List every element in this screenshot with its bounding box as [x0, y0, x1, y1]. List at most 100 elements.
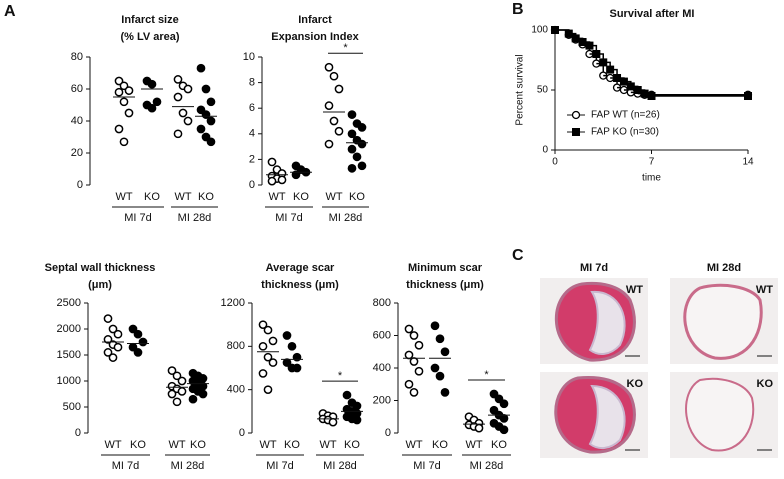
data-point	[287, 341, 297, 351]
data-point	[103, 348, 113, 357]
y-tick-label: 60	[71, 83, 83, 95]
data-point	[357, 161, 367, 171]
y-tick-label: 0	[542, 145, 548, 156]
data-point	[282, 331, 292, 340]
data-point	[206, 97, 216, 107]
group-label: MI 28d	[470, 460, 504, 472]
x-tick-label: 7	[649, 157, 655, 168]
legend-label: FAP KO (n=30)	[591, 127, 659, 138]
data-point	[440, 388, 450, 397]
chart-title: Expansion Index	[271, 31, 359, 43]
y-tick-label: 0	[385, 427, 391, 439]
chart-title: thickness (μm)	[406, 279, 484, 291]
data-point	[334, 84, 344, 94]
data-point	[267, 176, 277, 186]
data-point	[147, 79, 157, 89]
histology-images	[540, 278, 778, 458]
x-tick-label: WT	[168, 439, 185, 451]
data-point	[334, 126, 344, 136]
x-tick-label: WT	[174, 191, 191, 203]
data-point	[183, 84, 193, 94]
column-title: MI 7d	[580, 262, 608, 274]
data-point	[103, 314, 113, 323]
data-point	[277, 175, 287, 185]
data-point	[138, 337, 148, 347]
data-point	[178, 108, 188, 118]
data-point	[167, 366, 177, 375]
chart-title: thickness (μm)	[261, 279, 339, 291]
data-point	[114, 87, 124, 97]
x-tick-label: KO	[349, 191, 365, 203]
x-tick-label: KO	[144, 191, 160, 203]
data-point	[119, 137, 129, 147]
data-point	[183, 116, 193, 126]
image-label: WT	[626, 284, 643, 296]
data-point	[173, 92, 183, 102]
significance-label: *	[343, 42, 348, 54]
x-tick-label: 14	[742, 157, 754, 168]
data-point	[268, 336, 278, 346]
legend-marker	[571, 110, 581, 120]
image-label: KO	[757, 378, 774, 390]
y-tick-label: 800	[227, 340, 245, 352]
x-tick-label: 0	[552, 157, 558, 168]
y-tick-label: 200	[373, 394, 391, 406]
y-tick-label: 4	[249, 128, 255, 140]
data-point	[258, 320, 268, 330]
data-point	[196, 63, 206, 73]
data-point	[499, 425, 509, 435]
data-point	[188, 394, 198, 404]
data-point	[499, 414, 509, 423]
data-point	[124, 108, 134, 118]
data-point	[291, 170, 301, 180]
chart-title: Survival after MI	[610, 8, 695, 20]
y-axis-label: Percent survival	[515, 54, 526, 125]
y-tick-label: 1000	[57, 375, 81, 387]
x-tick-label: KO	[293, 191, 309, 203]
data-point	[167, 389, 177, 399]
group-label: MI 7d	[413, 460, 441, 472]
data-point	[329, 116, 339, 126]
data-point	[201, 110, 211, 119]
x-tick-label: WT	[115, 191, 132, 203]
data-point	[414, 366, 424, 376]
x-tick-label: KO	[284, 439, 300, 451]
x-tick-label: KO	[344, 439, 360, 451]
data-point	[324, 101, 334, 110]
x-tick-label: WT	[268, 191, 285, 203]
data-point	[409, 357, 419, 366]
y-tick-label: 50	[537, 85, 549, 96]
y-tick-label: 2500	[57, 297, 81, 309]
data-point	[409, 331, 419, 340]
data-point	[292, 363, 302, 373]
data-point	[128, 324, 138, 334]
y-tick-label: 100	[531, 25, 548, 36]
y-tick-label: 10	[243, 51, 255, 63]
data-point	[147, 103, 157, 113]
data-point	[440, 347, 450, 357]
y-tick-label: 80	[71, 51, 83, 63]
data-point	[108, 353, 118, 362]
data-point	[177, 387, 187, 396]
data-point	[133, 329, 143, 339]
x-tick-label: WT	[319, 439, 336, 451]
data-point	[409, 388, 419, 397]
data-point	[347, 144, 357, 154]
data-point	[172, 371, 182, 381]
data-point	[124, 86, 134, 95]
data-point	[328, 417, 338, 427]
data-point	[347, 129, 357, 139]
chart-title: Average scar	[266, 262, 335, 274]
chart-title: Infarct size	[121, 14, 178, 26]
data-point	[258, 341, 268, 351]
data-point	[198, 389, 208, 399]
data-point	[206, 137, 216, 147]
group-label: MI 28d	[171, 460, 205, 472]
x-tick-label: WT	[104, 439, 121, 451]
data-point	[201, 84, 211, 94]
data-point	[119, 97, 129, 107]
chart-title: Septal wall thickness	[45, 262, 156, 274]
data-point	[206, 116, 216, 126]
y-tick-label: 0	[75, 427, 81, 439]
data-point	[119, 81, 129, 91]
